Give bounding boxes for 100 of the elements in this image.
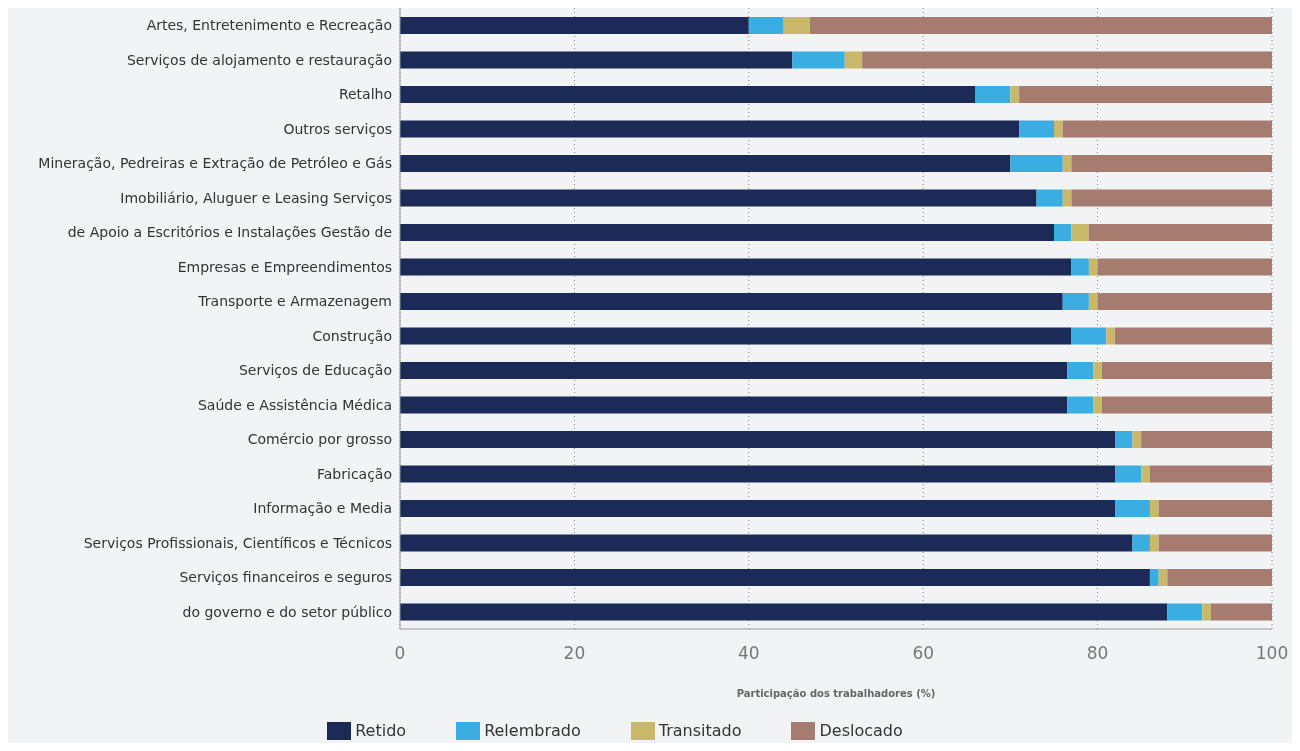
y-tick-label: Saúde e Assistência Médica [197, 396, 392, 413]
bar [1036, 189, 1063, 207]
bar [1071, 327, 1107, 345]
bar [748, 17, 784, 34]
bar [400, 465, 1116, 483]
bar [400, 17, 749, 34]
bar [1071, 224, 1089, 241]
bar [400, 327, 1072, 345]
bar [1210, 603, 1272, 621]
bar [1010, 155, 1063, 172]
bar [1071, 155, 1272, 172]
legend-label: Transitado [658, 720, 742, 740]
bar [809, 17, 1272, 34]
bar [1010, 86, 1020, 103]
x-tick-label: 0 [394, 643, 406, 664]
bar [1019, 86, 1272, 103]
bar [400, 569, 1150, 586]
bar [1158, 569, 1168, 586]
y-tick-label: Serviços de alojamento e restauração [126, 51, 392, 68]
x-tick-label: 100 [1255, 643, 1289, 664]
bar [1158, 534, 1272, 552]
y-tick-label: Empresas e Empreendimentos [177, 258, 392, 275]
bar [862, 51, 1272, 69]
bar [1054, 224, 1072, 241]
bar [1071, 189, 1272, 207]
bar [1132, 431, 1142, 448]
bar [1101, 362, 1272, 379]
bar [400, 431, 1116, 448]
bar [1167, 569, 1272, 586]
y-tick-label: do governo e do setor público [182, 603, 392, 620]
bar [400, 258, 1072, 276]
bar [844, 51, 863, 69]
bar [1088, 293, 1098, 310]
y-tick-label: Serviços financeiros e seguros [179, 569, 392, 586]
y-tick-label: Informação e Media [253, 500, 392, 517]
y-tick-label: Imobiliário, Aluguer e Leasing Serviços [120, 189, 392, 206]
x-tick-label: 60 [912, 643, 935, 664]
legend-label: Retido [355, 720, 407, 740]
y-tick-label: Fabricação [317, 465, 392, 482]
legend-label: Relembrado [484, 720, 581, 740]
bar [1149, 569, 1159, 586]
y-tick-label: Serviços Profissionais, Científicos e Técnicos [83, 534, 392, 551]
bar [1141, 465, 1150, 483]
x-tick-label: 20 [563, 643, 586, 664]
bar [400, 293, 1063, 310]
bar [1093, 396, 1102, 414]
bar [1088, 258, 1098, 276]
bar [1062, 155, 1072, 172]
y-tick-label: Serviços de Educação [238, 362, 392, 379]
bar [1101, 396, 1272, 414]
y-tick-label: Outros serviços [283, 120, 392, 137]
bar [975, 86, 1011, 103]
bar [1202, 603, 1211, 621]
bar [1071, 258, 1089, 276]
bar [783, 17, 810, 34]
bar [1167, 603, 1203, 621]
bar [1106, 327, 1116, 345]
bar [792, 51, 845, 69]
legend-label: Deslocado [819, 720, 903, 740]
bar [400, 224, 1054, 241]
bar [400, 362, 1068, 379]
bar [400, 120, 1020, 138]
bar [1097, 258, 1272, 276]
bar [400, 189, 1037, 207]
bar [400, 500, 1116, 517]
bar [1149, 465, 1272, 483]
y-tick-label: Artes, Entretenimento e Recreação [146, 17, 392, 34]
y-tick-label: Construção [312, 327, 392, 344]
y-tick-label: de Apoio a Escritórios e Instalações Gestão de [67, 224, 392, 241]
bar [400, 51, 793, 69]
bar [1088, 224, 1272, 241]
y-tick-label: Retalho [338, 86, 392, 103]
bar [1149, 500, 1159, 517]
y-tick-label: Mineração, Pedreiras e Extração de Petróleo e Gás [38, 155, 392, 172]
bar [1149, 534, 1159, 552]
bar [1158, 500, 1272, 517]
y-tick-label: Transporte e Armazenagem [197, 293, 392, 310]
bar [1097, 293, 1272, 310]
bar [1141, 431, 1272, 448]
bar [1062, 189, 1072, 207]
bar [1067, 362, 1094, 379]
bar [1093, 362, 1102, 379]
bar [400, 155, 1011, 172]
bar [1054, 120, 1063, 138]
bar [1062, 293, 1089, 310]
bar [1115, 327, 1272, 345]
bar [400, 86, 976, 103]
bar [400, 396, 1068, 414]
bar [1115, 431, 1133, 448]
bar [1062, 120, 1272, 138]
x-tick-label: 40 [737, 643, 760, 664]
y-tick-label: Comércio por grosso [247, 431, 392, 448]
bar [1019, 120, 1054, 138]
bar [400, 534, 1133, 552]
bar [1132, 534, 1150, 552]
bar [1115, 465, 1142, 483]
x-axis-title: Participação dos trabalhadores (%) [736, 688, 936, 699]
bar [1115, 500, 1150, 517]
bar [400, 603, 1168, 621]
bar [1067, 396, 1094, 414]
